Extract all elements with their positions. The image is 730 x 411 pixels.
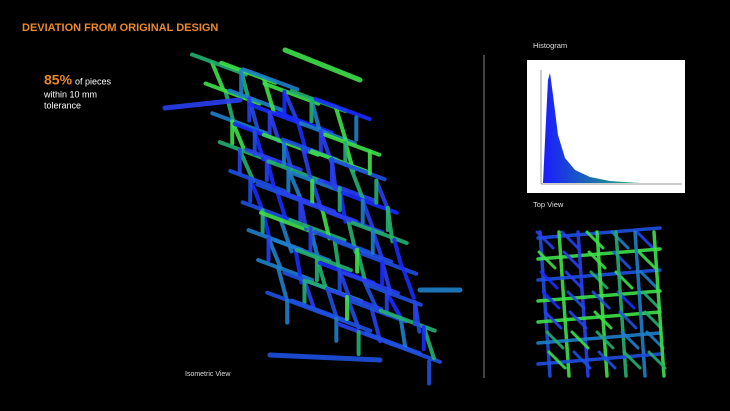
lattice-bar <box>652 230 666 378</box>
lattice-bar <box>537 250 557 270</box>
lattice-bar <box>240 200 299 225</box>
lattice-bar <box>587 250 607 270</box>
lattice-bar <box>369 307 383 344</box>
lattice-bar <box>639 270 659 290</box>
lattice-bar <box>576 230 590 378</box>
histogram-area <box>543 73 680 183</box>
lattice-bar <box>620 330 640 350</box>
lattice-bar <box>328 157 387 182</box>
lattice-bar <box>618 310 638 330</box>
lattice-bar <box>325 287 384 312</box>
lattice-bar <box>223 89 236 124</box>
lattice-bar <box>360 251 419 276</box>
lattice-bar <box>392 237 404 270</box>
lattice-bar <box>643 310 663 330</box>
lattice-bar <box>547 350 567 370</box>
lattice-bar <box>282 47 363 83</box>
lattice-bar <box>384 290 403 320</box>
lattice-bar <box>364 282 423 307</box>
lattice-bar <box>261 132 320 157</box>
lattice-bar <box>332 238 341 271</box>
lattice-bar <box>635 230 655 250</box>
lattice-bar <box>314 308 373 333</box>
lattice-bar <box>190 52 249 77</box>
lattice-bar <box>266 159 325 184</box>
histogram-image <box>527 60 685 193</box>
lattice-bar <box>560 230 580 250</box>
lattice-bar <box>333 105 348 143</box>
lattice-bar <box>562 250 582 270</box>
lattice-bar <box>557 230 571 378</box>
lattice-bar <box>398 316 408 350</box>
lattice-bar <box>267 352 383 363</box>
lattice-bar <box>300 145 314 183</box>
top-view-image <box>535 226 667 378</box>
lattice-bar <box>564 270 584 290</box>
lattice-bar <box>595 230 609 378</box>
lattice-bar <box>641 290 661 310</box>
lattice-bar <box>593 310 613 330</box>
slide-title: DEVIATION FROM ORIGINAL DESIGN <box>22 22 218 34</box>
lattice-bar <box>276 265 289 301</box>
lattice-bar <box>591 290 611 310</box>
lattice-bar <box>572 350 592 370</box>
lattice-bar <box>566 290 586 310</box>
lattice-bar <box>348 165 365 201</box>
lattice-bar <box>320 207 332 241</box>
lattice-bar <box>383 339 442 364</box>
lattice-bar <box>545 330 565 350</box>
lattice-bar <box>237 148 256 184</box>
lattice-bar <box>288 218 347 243</box>
lattice-bar <box>350 220 409 245</box>
stat-text: within 10 mm <box>43 89 97 99</box>
lattice-bar <box>313 97 372 122</box>
lattice-bar <box>401 266 416 300</box>
lattice-bar <box>585 230 605 250</box>
lattice-bar <box>637 250 657 270</box>
panel-label: Isometric View <box>185 371 231 378</box>
lattice-bar <box>570 330 590 350</box>
lattice-bar <box>325 287 339 320</box>
lattice-bar <box>647 350 667 370</box>
lattice-bar <box>535 230 555 250</box>
isometric-image <box>162 47 463 386</box>
lattice-bar <box>241 67 300 92</box>
lattice-bar <box>539 270 559 290</box>
stat-text: tolerance <box>44 100 81 110</box>
lattice-bar <box>256 257 315 282</box>
lattice-bar <box>597 350 617 370</box>
lattice-bar <box>275 110 334 135</box>
lattice-bar <box>595 330 615 350</box>
lattice-bar <box>541 290 561 310</box>
lattice-bar <box>286 167 304 203</box>
lattice-bar <box>275 190 288 221</box>
stat-text: of pieces <box>75 76 112 86</box>
panel-label: Histogram <box>533 41 567 50</box>
lattice-bar <box>317 178 376 203</box>
stat-value: 85% <box>44 72 73 88</box>
lattice-bar <box>294 248 353 273</box>
lattice-bar <box>543 310 563 330</box>
lattice-bar <box>622 350 642 370</box>
panel-label: Top View <box>533 200 564 209</box>
lattice-bar <box>568 310 588 330</box>
lattice-bar <box>210 60 225 91</box>
lattice-bar <box>633 230 647 378</box>
lattice-bar <box>162 97 243 111</box>
lattice-bar <box>247 102 306 127</box>
